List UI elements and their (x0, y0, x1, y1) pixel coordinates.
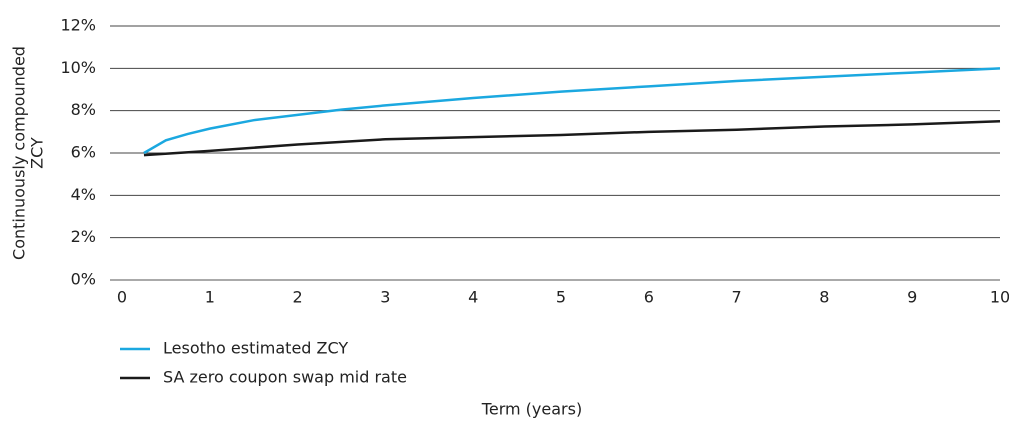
y-tick-label: 0% (71, 270, 96, 289)
x-tick-label: 9 (907, 288, 917, 307)
x-tick-label: 2 (293, 288, 303, 307)
x-tick-label: 6 (644, 288, 654, 307)
legend-label: SA zero coupon swap mid rate (163, 368, 407, 387)
x-tick-label: 0 (117, 288, 127, 307)
line (143, 67, 1001, 155)
line (143, 120, 1001, 157)
y-tick-label: 2% (71, 227, 96, 246)
y-axis-label-line: ZCY (28, 137, 47, 169)
x-tick-label: 5 (556, 288, 566, 307)
y-tick-label: 4% (71, 185, 96, 204)
y-tick-label: 12% (60, 16, 96, 35)
y-axis-label-line: Continuously compounded (10, 46, 29, 260)
y-tick-label: 10% (60, 58, 96, 77)
x-tick-label: 10 (990, 288, 1009, 307)
y-axis-label: Continuously compounded ZCY (10, 46, 47, 260)
x-tick-label: 7 (732, 288, 742, 307)
x-axis-label: Term (years) (481, 400, 582, 419)
legend-label: Lesotho estimated ZCY (163, 339, 348, 358)
x-tick-label: 1 (205, 288, 215, 307)
x-tick-label: 4 (468, 288, 478, 307)
x-tick-label: 8 (819, 288, 829, 307)
y-tick-label: 8% (71, 100, 96, 119)
y-tick-label: 6% (71, 143, 96, 162)
x-tick-label: 3 (380, 288, 390, 307)
